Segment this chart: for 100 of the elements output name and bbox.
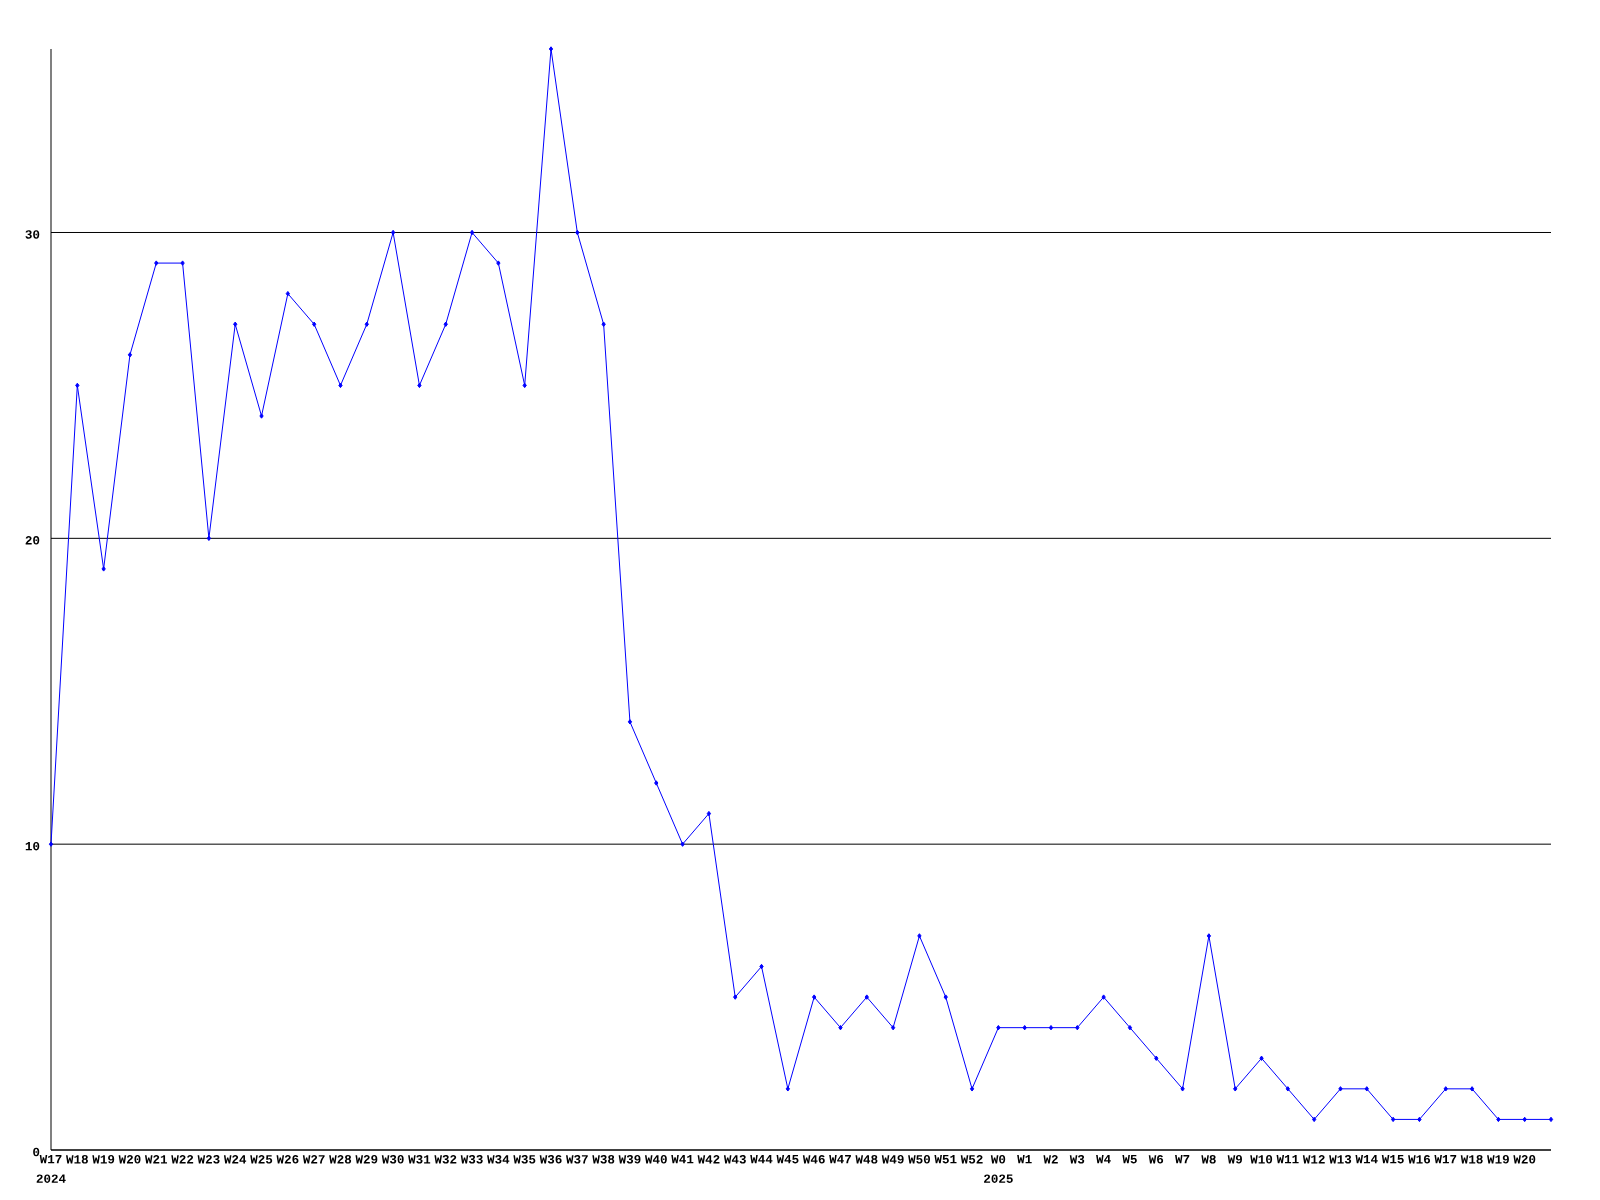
x-tick-label: W4: [1096, 1155, 1111, 1164]
x-tick-label: W35: [513, 1155, 536, 1164]
point: [1127, 1024, 1133, 1031]
x-tick-label: W44: [750, 1155, 773, 1164]
point: [943, 994, 948, 1000]
point: [1259, 1055, 1264, 1061]
text: 2024: [36, 1174, 66, 1183]
x-tick-label: W30: [381, 1155, 404, 1164]
point: [233, 321, 238, 327]
x-tick-label: W26: [276, 1155, 299, 1164]
point: [733, 994, 738, 1000]
x-tick-label: W34: [487, 1155, 510, 1164]
x-tick-label: W10: [1250, 1155, 1273, 1164]
x-tick-label: W29: [355, 1155, 378, 1164]
point: [1522, 1116, 1527, 1123]
x-tick-label: W15: [1381, 1155, 1404, 1164]
y-tick-label: 20: [25, 536, 40, 545]
x-tick-label: W41: [671, 1155, 694, 1164]
x-tick-label: W18: [66, 1155, 88, 1164]
x-tick-label: W47: [829, 1155, 851, 1164]
x-tick-label: W25: [250, 1155, 273, 1164]
point: [1101, 994, 1106, 1000]
x-tick-label: W9: [1227, 1155, 1242, 1164]
x-tick-label: W32: [434, 1155, 457, 1164]
point: [759, 963, 764, 970]
x-tick-label: W22: [171, 1155, 194, 1164]
x-tick-label: W40: [644, 1155, 667, 1164]
x-tick-label: W12: [1302, 1155, 1325, 1164]
x-tick-label: W1: [1017, 1155, 1032, 1164]
point: [917, 933, 922, 939]
x-tick-label: W24: [223, 1155, 247, 1164]
point: [1443, 1086, 1448, 1092]
point: [1417, 1116, 1422, 1123]
x-tick-label: W19: [1487, 1155, 1509, 1164]
point: [469, 229, 475, 236]
x-tick-label: W19: [92, 1155, 115, 1164]
point: [1469, 1086, 1475, 1092]
x-tick-label: W46: [802, 1155, 825, 1164]
point: [812, 994, 817, 1000]
point: [548, 46, 554, 52]
point: [364, 321, 369, 327]
point: [680, 841, 685, 847]
point: [443, 321, 448, 327]
point: [1180, 1086, 1185, 1092]
x-tick-label: W14: [1355, 1155, 1378, 1164]
x-tick-label: W2: [1043, 1155, 1058, 1164]
point: [1364, 1086, 1369, 1092]
x-tick-label: W51: [934, 1155, 957, 1164]
text: 2025: [984, 1174, 1013, 1183]
x-tick-label: W31: [408, 1155, 431, 1164]
point: [1075, 1024, 1080, 1031]
point: [706, 810, 712, 817]
x-tick-label: W3: [1069, 1155, 1085, 1164]
point: [1390, 1116, 1396, 1123]
x-tick-label: W52: [960, 1155, 983, 1164]
x-tick-label: W11: [1276, 1155, 1299, 1164]
point: [864, 994, 869, 1000]
x-tick-label: W36: [539, 1155, 562, 1164]
x-tick-label: W18: [1460, 1155, 1483, 1164]
x-tick-label: W20: [118, 1155, 141, 1164]
x-tick-label: W38: [592, 1155, 615, 1164]
point: [1233, 1086, 1238, 1092]
x-tick-label: W27: [302, 1155, 325, 1164]
x-tick-label: W49: [881, 1155, 904, 1164]
point: [1496, 1116, 1501, 1123]
point: [785, 1086, 790, 1092]
point: [206, 535, 212, 542]
point: [522, 382, 527, 389]
point: [154, 260, 159, 266]
x-tick-label: W21: [144, 1155, 168, 1164]
point: [1285, 1086, 1290, 1092]
x-tick-label: W6: [1148, 1155, 1164, 1164]
point: [627, 719, 633, 725]
point: [1312, 1116, 1317, 1123]
point: [1048, 1024, 1054, 1031]
x-tick-label: W39: [618, 1155, 641, 1164]
x-tick-label: W8: [1201, 1155, 1216, 1164]
point: [417, 382, 422, 389]
x-tick-label: W17: [1434, 1155, 1457, 1164]
point: [285, 290, 290, 297]
y-tick-label: 30: [25, 230, 40, 239]
point: [969, 1086, 975, 1092]
point: [338, 382, 343, 389]
point: [601, 321, 606, 327]
x-tick-label: W20: [1513, 1155, 1536, 1164]
y-tick-label: 10: [25, 841, 40, 851]
point: [127, 352, 133, 358]
x-tick-label: W17: [39, 1155, 62, 1164]
point: [1548, 1116, 1554, 1123]
x-tick-label: W16: [1408, 1155, 1431, 1164]
x-tick-label: W37: [566, 1155, 588, 1164]
point: [1022, 1024, 1027, 1031]
point: [996, 1024, 1001, 1031]
point: [1206, 933, 1212, 939]
point: [1154, 1055, 1159, 1061]
x-tick-label: W0: [990, 1155, 1006, 1164]
point: [259, 413, 264, 419]
point: [838, 1024, 843, 1031]
point: [496, 260, 501, 266]
x-tick-label: W43: [723, 1155, 746, 1164]
